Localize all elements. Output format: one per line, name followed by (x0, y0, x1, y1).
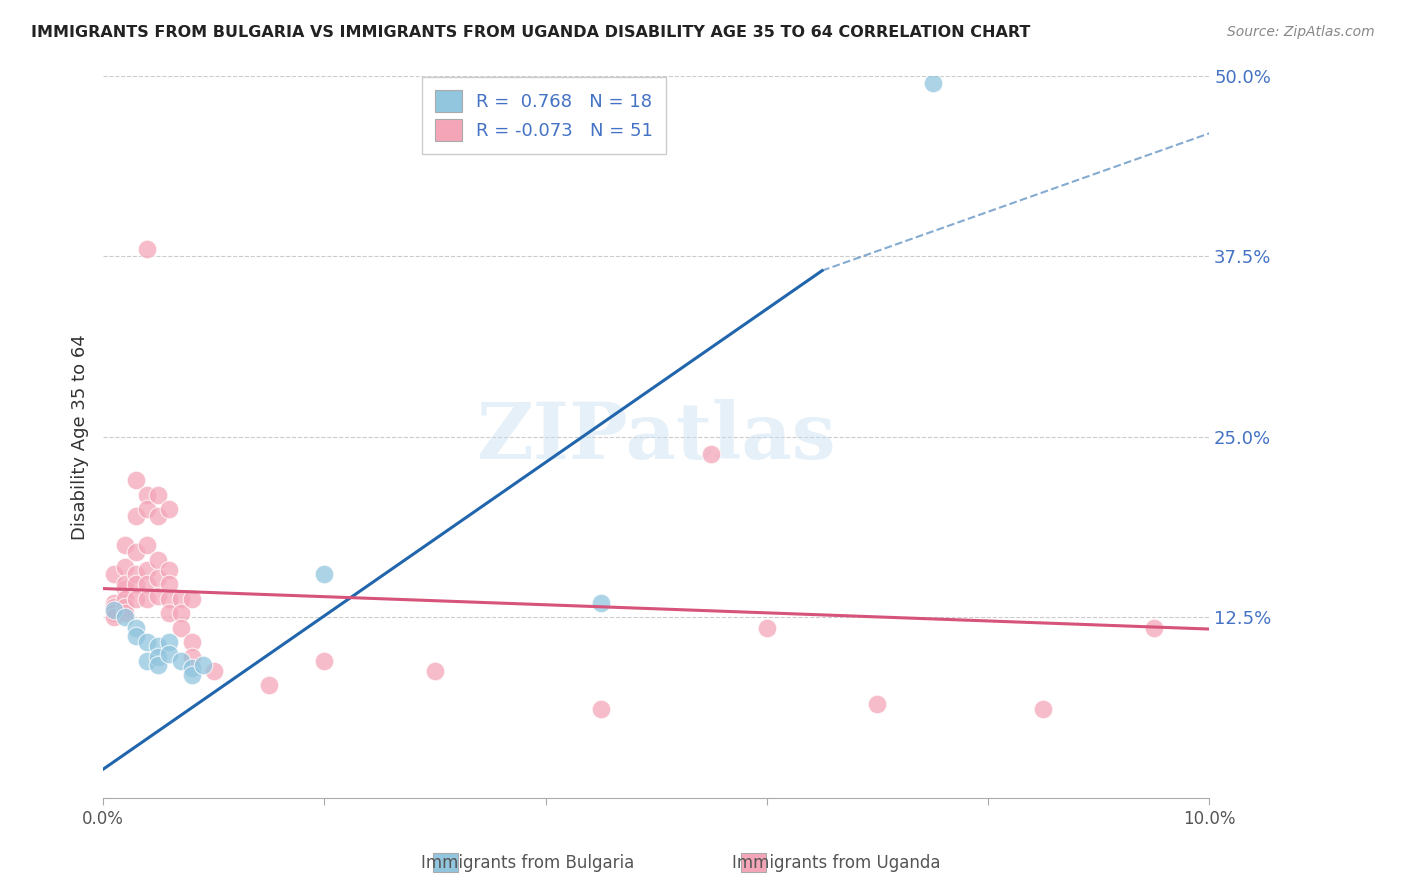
Text: IMMIGRANTS FROM BULGARIA VS IMMIGRANTS FROM UGANDA DISABILITY AGE 35 TO 64 CORRE: IMMIGRANTS FROM BULGARIA VS IMMIGRANTS F… (31, 25, 1031, 40)
Point (125, 591, 148, 606)
Point (202, 664, 225, 678)
Point (103, 567, 125, 582)
Point (169, 621, 191, 635)
Point (755, 621, 778, 635)
Text: Immigrants from Bulgaria: Immigrants from Bulgaria (420, 854, 634, 871)
Text: ZIPatlas: ZIPatlas (477, 399, 837, 475)
Point (114, 606, 136, 620)
Point (159, 563, 181, 577)
Point (159, 647, 181, 661)
Point (136, 488, 159, 502)
Point (589, 596, 612, 610)
Point (125, 567, 148, 582)
Point (180, 591, 202, 606)
Point (169, 606, 191, 620)
Point (159, 635, 181, 649)
Point (136, 577, 159, 591)
Point (423, 664, 446, 678)
Point (103, 600, 125, 615)
Point (589, 701, 612, 715)
Point (180, 649, 202, 664)
Point (114, 591, 136, 606)
Point (148, 589, 170, 603)
Text: Immigrants from Uganda: Immigrants from Uganda (733, 854, 941, 871)
Point (114, 600, 136, 615)
Point (103, 610, 125, 624)
Point (159, 606, 181, 620)
Point (148, 488, 170, 502)
Point (103, 606, 125, 620)
Point (180, 668, 202, 682)
Point (136, 242, 159, 256)
Point (700, 447, 723, 461)
Legend: R =  0.768   N = 18, R = -0.073   N = 51: R = 0.768 N = 18, R = -0.073 N = 51 (422, 78, 665, 154)
Point (921, 76, 943, 90)
Point (148, 658, 170, 673)
Point (148, 571, 170, 585)
Point (136, 538, 159, 552)
Point (159, 502, 181, 516)
Point (159, 577, 181, 591)
Point (114, 577, 136, 591)
Point (114, 582, 136, 596)
Point (1032, 701, 1054, 715)
Point (125, 545, 148, 559)
Point (169, 654, 191, 668)
Text: Source: ZipAtlas.com: Source: ZipAtlas.com (1227, 25, 1375, 39)
Point (136, 654, 159, 668)
Point (148, 552, 170, 566)
Point (125, 473, 148, 487)
Point (257, 678, 280, 692)
Point (180, 635, 202, 649)
Point (114, 560, 136, 574)
Point (125, 577, 148, 591)
Point (114, 538, 136, 552)
Y-axis label: Disability Age 35 to 64: Disability Age 35 to 64 (72, 334, 89, 540)
Point (136, 563, 159, 577)
Point (103, 596, 125, 610)
Point (136, 591, 159, 606)
Point (125, 509, 148, 524)
Point (103, 603, 125, 617)
Point (169, 591, 191, 606)
Point (314, 654, 336, 668)
Point (136, 502, 159, 516)
Point (191, 658, 214, 673)
Point (180, 661, 202, 675)
Point (114, 610, 136, 624)
Point (866, 697, 889, 711)
Point (148, 640, 170, 654)
Point (125, 621, 148, 635)
Point (125, 629, 148, 643)
Point (1143, 621, 1166, 635)
Point (148, 509, 170, 524)
Point (314, 567, 336, 582)
Point (148, 649, 170, 664)
Point (159, 591, 181, 606)
Point (136, 635, 159, 649)
